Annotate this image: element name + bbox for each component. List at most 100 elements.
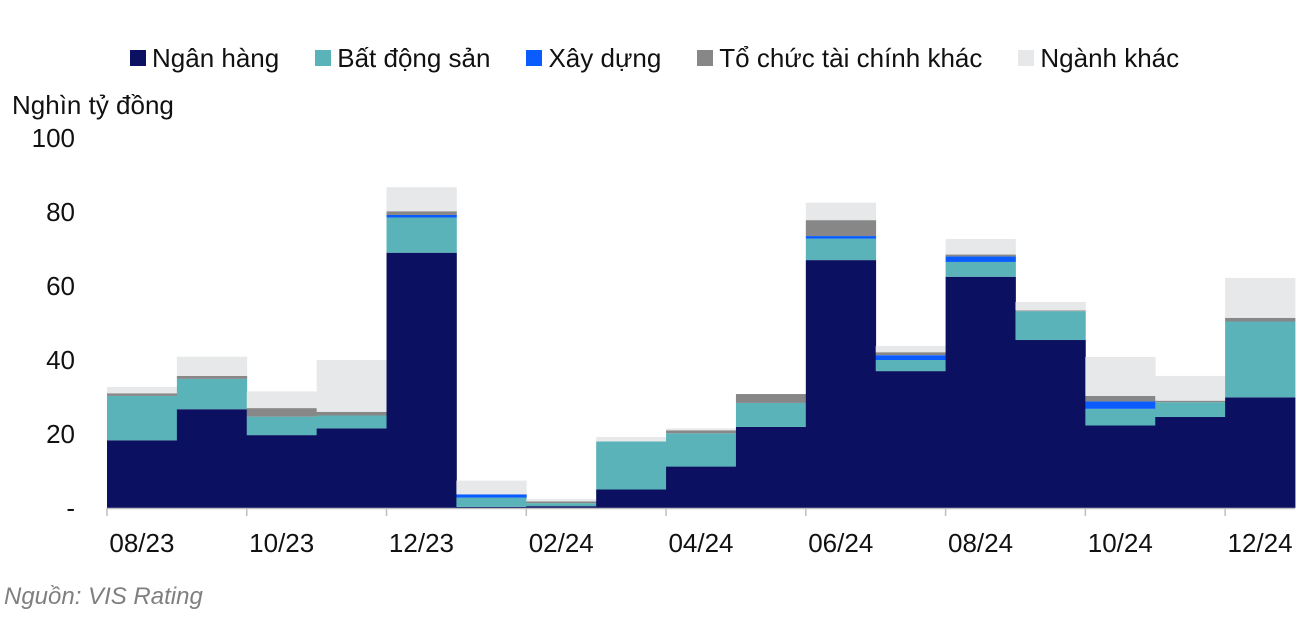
legend-label: Ngành khác [1040,42,1180,73]
bar-segment [1085,408,1156,426]
y-tick-label: 80 [46,197,75,227]
bar-segment [735,394,807,403]
legend-swatch [526,50,543,66]
y-axis-label: Nghìn tỷ đồng [12,90,174,120]
y-tick-label: 100 [32,123,75,153]
x-tick-label: 02/24 [529,528,594,558]
bar-segment [875,345,946,353]
bar-segment [386,187,457,212]
bar-segment [246,435,318,508]
bar-segment [526,499,597,502]
bar-segment [526,501,597,504]
bar-segment [107,440,178,508]
bar-segment [1225,397,1296,508]
bar-segment [316,360,387,412]
legend-item-xay-dung: Xây dựng [526,43,661,74]
x-tick-label: 10/24 [1088,528,1153,558]
bar-segment [107,393,178,396]
legend-swatch [130,50,146,66]
bar-segment [735,402,807,427]
bar-segment [1155,402,1226,417]
bar-segment [1015,311,1086,341]
y-tick-label: 60 [46,271,75,301]
source-note: Nguồn: VIS Rating [4,583,203,610]
bar-segment [875,355,946,360]
bar-segment [456,497,527,507]
bar-segment [875,352,946,356]
bar-segment [456,506,527,508]
bar-segment [1155,416,1226,508]
x-tick-label: 12/24 [1228,528,1293,558]
bar-segment [386,252,457,508]
bar-segment [596,441,667,490]
legend-label: Tổ chức tài chính khác [719,42,983,73]
bar-segment [386,214,457,218]
legend-swatch [315,50,332,66]
bar-segment [1085,425,1156,508]
bar-segment [176,378,248,410]
bar-segment [1085,401,1156,409]
bar-segment [945,261,1016,277]
bar-segment [386,211,457,215]
x-tick-label: 04/24 [668,528,733,558]
bar-segment [805,220,877,237]
bar-segment [246,416,318,436]
bar-segment [805,236,877,239]
bar-segment [1015,340,1086,508]
bar-segment [945,254,1016,257]
bar-segment [875,371,946,508]
bar-segment [1085,395,1156,402]
legend-swatch [1018,50,1035,66]
bar-segment [805,238,877,261]
legend-swatch [697,50,714,66]
bar-segment [176,409,248,508]
bar-segment [666,433,737,467]
x-tick-label: 10/23 [249,528,314,558]
y-tick-label: 40 [46,345,75,375]
bar-segment [735,426,807,508]
y-tick-label: - [66,493,75,523]
bar-segment [1225,321,1296,398]
bar-segment [386,217,457,253]
legend-item-bat-dong-san: Bất động sản [315,43,490,74]
bar-segment [666,466,737,508]
legend-label: Bất động sản [337,42,491,73]
x-tick-label: 06/24 [808,528,873,558]
bar-segment [945,239,1016,255]
y-tick-label: 20 [46,419,75,449]
bar-segment [1085,357,1156,396]
bar-segment [596,436,667,442]
legend-label: Ngân hàng [152,42,280,73]
legend-item-to-chuc-tai-chinh-khac: Tổ chức tài chính khác [697,43,982,74]
bar-segment [875,360,946,372]
bar-segment [1015,301,1086,311]
bar-segment [805,202,877,221]
x-tick-label: 08/23 [109,528,174,558]
legend-item-ngan-hang: Ngân hàng [130,43,279,74]
bar-segment [526,506,597,508]
bar-segment [1015,310,1086,312]
bar-segment [316,428,387,508]
legend-label: Xây dựng [548,42,662,73]
bar-segment [1225,317,1296,322]
bar-segment [316,415,387,429]
x-tick-label: 12/23 [389,528,454,558]
legend: Ngân hàng Bất động sản Xây dựng Tổ chức … [130,40,1179,76]
bar-segment [1225,277,1296,318]
bar-segment [666,428,737,431]
bar-segment [456,480,527,495]
legend-item-nganh-khac: Ngành khác [1018,43,1179,74]
bar-segment [945,276,1016,508]
bar-segment [107,395,178,441]
bar-segment [176,356,248,376]
bar-segment [246,408,318,417]
bar-segment [526,503,597,507]
bar-segment [246,391,318,409]
bar-segment [666,430,737,434]
bar-segment [805,260,877,508]
bar-segment [316,411,387,416]
bar-segment [176,375,248,379]
x-tick-label: 08/24 [948,528,1013,558]
bar-segment [107,387,178,394]
